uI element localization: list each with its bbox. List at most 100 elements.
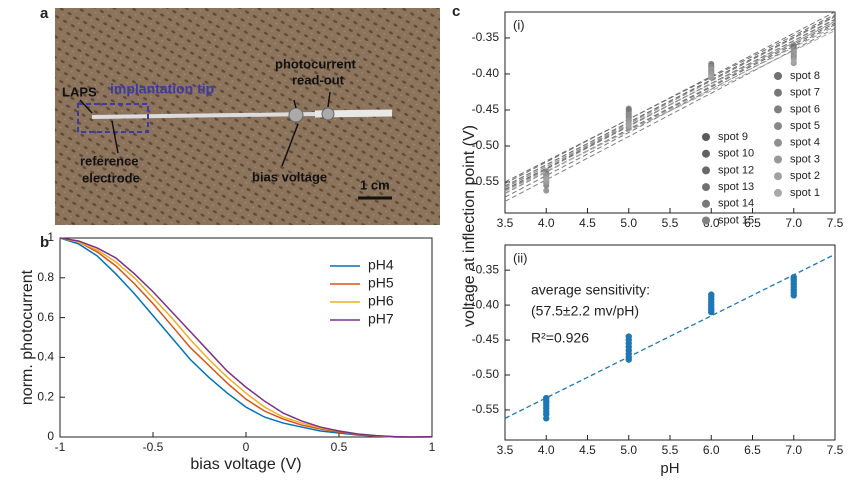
- legend-label: spot 2: [790, 170, 820, 182]
- fit-line: [504, 30, 836, 192]
- x-tick-label: 5.5: [662, 216, 679, 230]
- data-point: [708, 66, 715, 73]
- data-point: [708, 73, 715, 80]
- x-axis-label: bias voltage (V): [190, 456, 301, 473]
- x-tick-label: 7.0: [785, 216, 802, 230]
- fit-line: [504, 22, 836, 194]
- legend-marker: [702, 199, 710, 208]
- data-point: [708, 308, 715, 316]
- fit-line: [504, 20, 836, 195]
- x-tick-label: 7.5: [827, 443, 844, 457]
- legend-label: spot 6: [790, 103, 820, 115]
- y-tick-label: -0.40: [472, 297, 500, 311]
- y-tick-label: 0.6: [37, 310, 54, 324]
- x-tick-label: -1: [55, 440, 66, 454]
- legend-marker: [774, 105, 782, 114]
- x-tick-label: 7.5: [827, 216, 844, 230]
- legend-marker: [774, 188, 782, 197]
- annotation: average sensitivity:: [531, 282, 650, 298]
- y-tick-label: -0.50: [472, 367, 500, 381]
- y-tick-label: -0.55: [472, 402, 500, 416]
- data-point: [625, 356, 632, 363]
- connector: [321, 107, 335, 121]
- annotation: R²=0.926: [531, 330, 589, 346]
- legend-marker: [702, 183, 710, 192]
- legend-marker: [774, 122, 782, 131]
- legend-label: spot 14: [718, 198, 754, 210]
- panel-label: a: [40, 5, 49, 22]
- data-point: [543, 176, 550, 183]
- data-point: [625, 122, 632, 129]
- data-point: [790, 50, 797, 57]
- legend-marker: [774, 138, 782, 147]
- panel-annotation: (ii): [513, 250, 527, 265]
- x-tick-label: 6.5: [744, 216, 761, 230]
- legend-label: spot 1: [790, 187, 820, 199]
- data-point: [543, 415, 550, 422]
- legend-label: spot 4: [790, 137, 820, 149]
- legend-label: spot 8: [790, 70, 820, 82]
- legend-marker: [702, 166, 710, 175]
- photo-label: read-out: [292, 72, 345, 87]
- y-tick-label: 0: [47, 429, 54, 443]
- probe-rod: [91, 112, 316, 119]
- legend-label: spot 9: [718, 131, 748, 143]
- arrows: [79, 91, 392, 200]
- legend-label: spot 7: [790, 87, 820, 99]
- y-tick-label: 1: [47, 230, 54, 244]
- x-tick-label: 4.5: [579, 443, 596, 457]
- legend-marker: [774, 72, 782, 80]
- photo-label: LAPS: [62, 84, 97, 99]
- y-tick-label: -0.40: [472, 66, 500, 80]
- fit-line: [504, 25, 836, 194]
- panel-annotation: (i): [513, 17, 525, 32]
- x-tick-label: 3.5: [497, 216, 514, 230]
- tip-box: [77, 103, 149, 133]
- x-tick-label: 6.0: [703, 443, 720, 457]
- fit-line: [504, 24, 836, 198]
- y-tick-label: 0.8: [37, 270, 54, 284]
- y-axis-label: voltage at inflection point (V): [461, 125, 478, 327]
- y-tick-label: -0.55: [472, 174, 500, 188]
- x-axis-label: pH: [660, 460, 679, 477]
- series-line: [59, 237, 433, 438]
- data-point: [543, 187, 550, 194]
- legend-label: spot 10: [718, 148, 754, 160]
- y-tick-label: 0.4: [37, 350, 54, 364]
- x-tick-label: 7.0: [785, 443, 802, 457]
- legend-label: spot 5: [790, 120, 820, 132]
- annotation: (57.5±2.2 mv/pH): [531, 303, 639, 319]
- legend-label: pH6: [368, 293, 394, 309]
- y-tick-label: -0.45: [472, 102, 500, 116]
- legend-label: pH4: [368, 257, 394, 273]
- legend-marker: [702, 133, 710, 141]
- fit-line: [504, 27, 836, 202]
- legend-marker: [702, 216, 710, 225]
- data-point: [625, 111, 632, 118]
- panel-label: c: [452, 3, 460, 20]
- y-axis-label: norm. photocurrent: [19, 269, 36, 405]
- x-tick-label: 6.5: [744, 443, 761, 457]
- photo-label: photocurrent: [275, 56, 357, 71]
- y-tick-label: 0.2: [37, 389, 54, 403]
- fit-line: [504, 11, 836, 185]
- legend-marker: [702, 149, 710, 158]
- photo-label: implantation tip: [110, 81, 214, 97]
- fit-line: [504, 16, 836, 187]
- fit-line: [504, 16, 836, 189]
- legend-marker: [774, 172, 782, 181]
- photo-label: bias voltage: [252, 169, 327, 184]
- photo-label: electrode: [82, 170, 140, 185]
- legend-label: pH7: [368, 311, 394, 327]
- x-tick-label: 3.5: [497, 443, 514, 457]
- x-tick-label: 5.5: [662, 443, 679, 457]
- photo: LAPS implantation tip photocurrent read-…: [55, 8, 440, 225]
- y-tick-label: -0.35: [472, 262, 500, 276]
- legend-marker: [774, 88, 782, 97]
- x-tick-label: 4.0: [538, 216, 555, 230]
- y-tick-label: -0.50: [472, 138, 500, 152]
- fit-line: [504, 21, 836, 188]
- x-tick-label: 4.5: [579, 216, 596, 230]
- x-tick-label: 5.0: [620, 216, 637, 230]
